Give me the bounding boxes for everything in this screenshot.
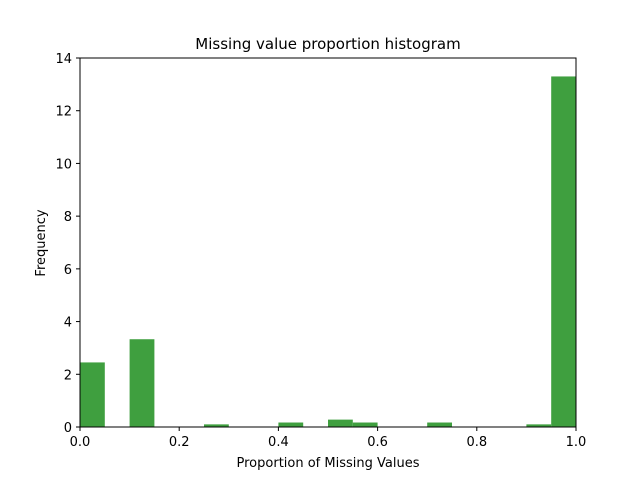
histogram-bar <box>204 424 229 427</box>
x-tick-label: 0.4 <box>268 435 289 450</box>
x-axis-label: Proportion of Missing Values <box>237 456 420 471</box>
histogram-bar <box>129 339 155 427</box>
x-tick-label: 0.0 <box>70 435 91 450</box>
y-axis-ticks: 0 2 4 6 8 10 12 14 <box>55 52 80 436</box>
histogram-bar <box>328 419 353 427</box>
histogram-bar <box>526 424 552 427</box>
x-tick-label: 0.8 <box>466 435 487 450</box>
y-tick-label: 14 <box>55 52 72 67</box>
y-tick-label: 2 <box>64 368 72 383</box>
histogram-bar <box>551 76 576 427</box>
y-tick-label: 6 <box>64 263 72 278</box>
y-tick-label: 12 <box>55 105 72 120</box>
histogram-bar <box>352 422 378 427</box>
plot-frame <box>79 57 577 428</box>
y-tick-label: 0 <box>64 421 72 436</box>
chart-title: Missing value proportion histogram <box>195 35 460 53</box>
y-tick-label: 10 <box>55 157 72 172</box>
y-tick-label: 8 <box>64 210 72 225</box>
histogram-bar <box>80 362 105 427</box>
x-tick-label: 0.6 <box>367 435 388 450</box>
histogram-bar <box>427 422 452 427</box>
y-tick-label: 4 <box>64 316 72 331</box>
x-axis-ticks: 0.0 0.2 0.4 0.6 0.8 1.0 <box>70 427 587 450</box>
x-tick-label: 1.0 <box>566 435 587 450</box>
histogram-bar <box>278 422 304 427</box>
y-axis-label: Frequency <box>34 209 49 276</box>
histogram-bars <box>80 76 576 427</box>
x-tick-label: 0.2 <box>169 435 190 450</box>
